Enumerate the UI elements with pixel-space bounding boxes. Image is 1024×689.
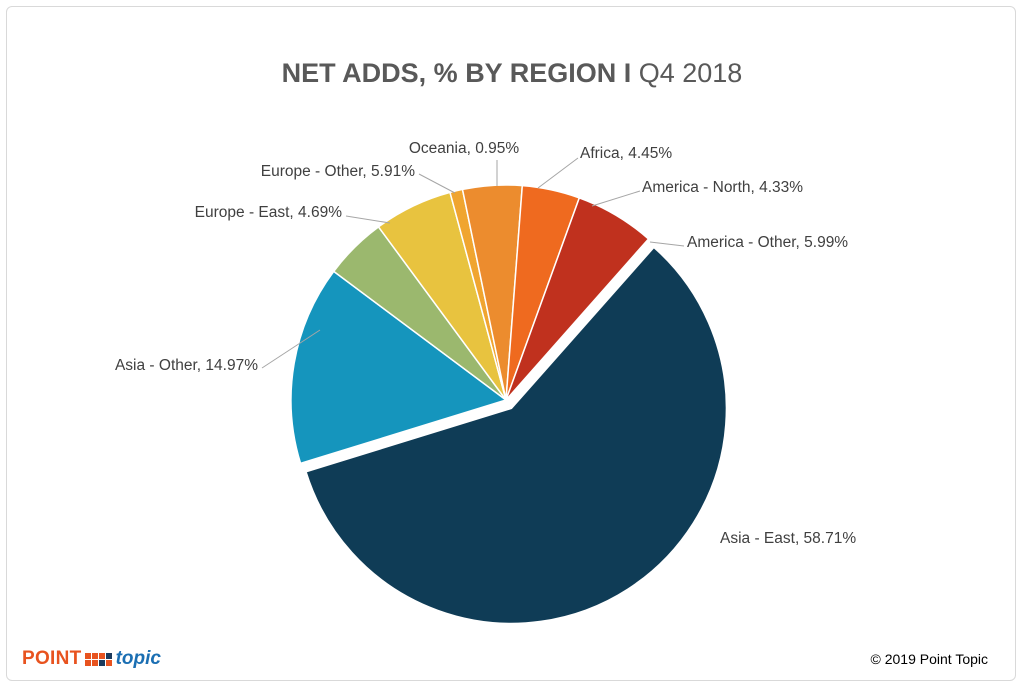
slice-label: Europe - Other, 5.91%: [261, 163, 415, 180]
chart-title-period: Q4 2018: [638, 58, 743, 88]
pie-slice-america-other: [505, 196, 650, 401]
chart-title-main: NET ADDS, % BY REGION: [281, 58, 617, 88]
leader-line: [649, 241, 685, 247]
slice-label: Asia - East, 58.71%: [720, 530, 856, 547]
slice-label: Asia - Other, 14.97%: [115, 357, 258, 374]
slice-label: Oceania, 0.95%: [409, 140, 520, 157]
leader-line: [591, 190, 641, 207]
leader-line: [345, 215, 391, 224]
pie-slice-asia-other: [290, 270, 508, 465]
chart-title: NET ADDS, % BY REGION I Q4 2018: [0, 58, 1024, 89]
slice-label: Africa, 4.45%: [580, 145, 672, 162]
pie-slice-asia-east: [305, 246, 728, 625]
point-topic-logo: POINT topic: [22, 646, 161, 672]
chart-title-separator: I: [616, 58, 639, 88]
leader-line: [261, 329, 321, 369]
slice-label: America - Other, 5.99%: [687, 234, 848, 251]
copyright-text: © 2019 Point Topic: [870, 651, 988, 667]
logo-topic-text: topic: [115, 648, 161, 669]
slice-label: Europe - East, 4.69%: [195, 204, 343, 221]
leader-line: [537, 157, 579, 189]
leader-line: [418, 173, 456, 194]
slice-label: America - North, 4.33%: [642, 179, 803, 196]
logo-grid-icon: [84, 652, 112, 666]
logo-point-text: POINT: [22, 648, 82, 669]
